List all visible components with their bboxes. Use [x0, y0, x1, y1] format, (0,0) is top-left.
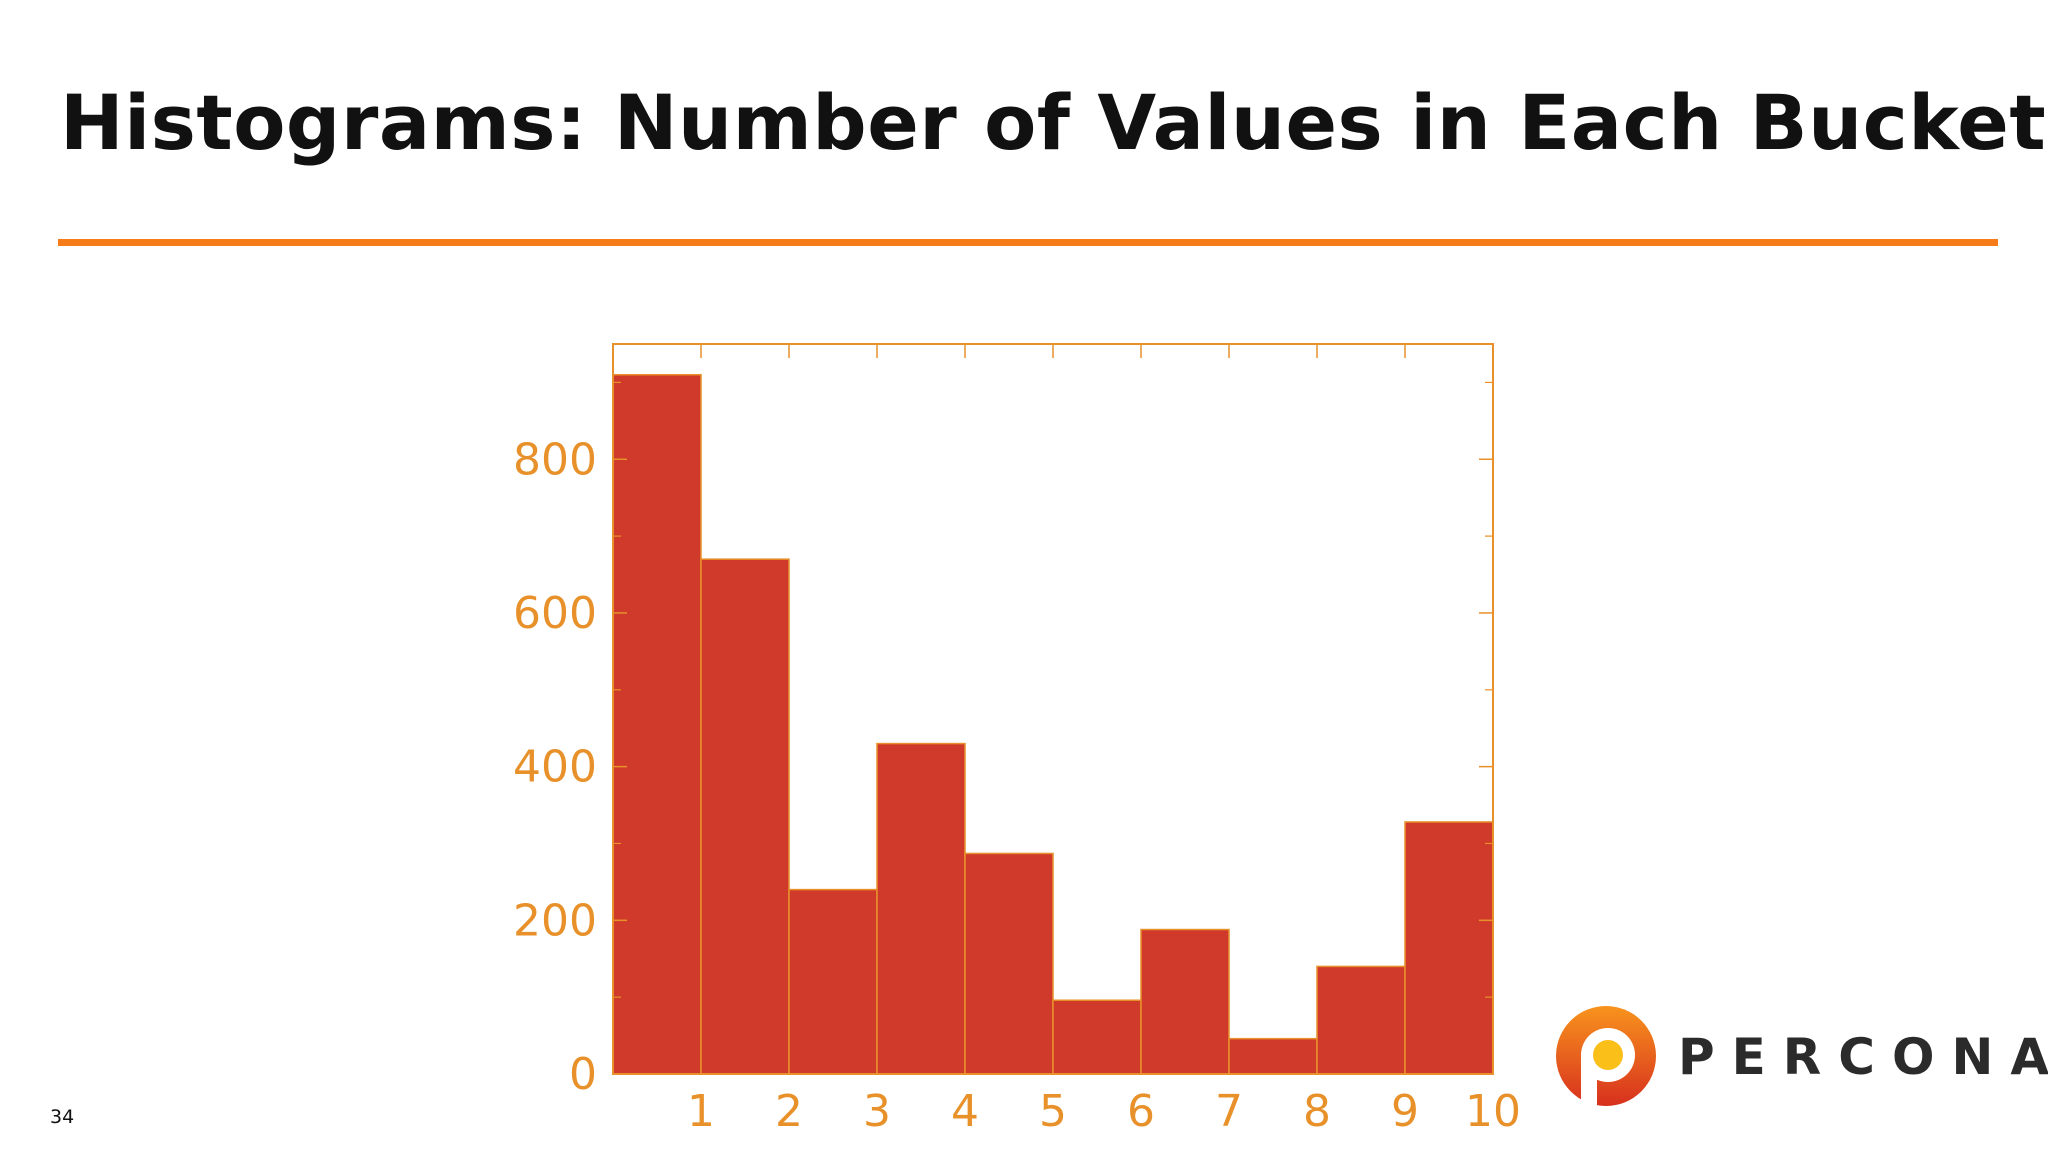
x-tick-label: 7: [1215, 1086, 1243, 1137]
y-tick-label: 600: [513, 588, 597, 639]
x-tick-label: 2: [775, 1086, 803, 1137]
histogram-bar-2: [700, 558, 790, 1075]
histogram-bar-10: [1404, 821, 1494, 1075]
y-tick-label: 200: [513, 895, 597, 946]
y-tick-label: 800: [513, 434, 597, 485]
x-tick-label: 3: [863, 1086, 891, 1137]
histogram-bar-8: [1228, 1037, 1318, 1075]
title-divider: [58, 239, 1998, 246]
x-tick-label: 6: [1127, 1086, 1155, 1137]
slide-title: Histograms: Number of Values in Each Buc…: [60, 78, 2047, 167]
histogram-bar-4: [876, 742, 966, 1075]
y-tick-label: 0: [569, 1049, 597, 1100]
histogram-bar-9: [1316, 965, 1406, 1075]
x-tick-label: 9: [1391, 1086, 1419, 1137]
y-tick-label: 400: [513, 742, 597, 793]
tick-labels: 1 2 3 4 5 6 7 8 9 10 0 200 400 600 800: [513, 434, 1521, 1137]
tick-marks: [613, 344, 1494, 1075]
x-tick-label: 5: [1039, 1086, 1067, 1137]
x-tick-label: 8: [1303, 1086, 1331, 1137]
x-tick-label: 4: [951, 1086, 979, 1137]
x-tick-label: 10: [1465, 1086, 1521, 1137]
histogram-bar-1: [612, 373, 702, 1075]
page-number: 34: [50, 1106, 75, 1128]
histogram-bar-3: [788, 888, 878, 1075]
histogram-bar-5: [964, 852, 1054, 1075]
bars-layer: [612, 373, 1494, 1075]
x-tick-label: 1: [687, 1086, 715, 1137]
histogram-bar-7: [1140, 928, 1230, 1075]
histogram-bar-6: [1052, 999, 1142, 1075]
percona-wordmark: PERCONA: [1678, 1028, 2048, 1086]
percona-logo-icon: [1556, 1006, 1656, 1111]
